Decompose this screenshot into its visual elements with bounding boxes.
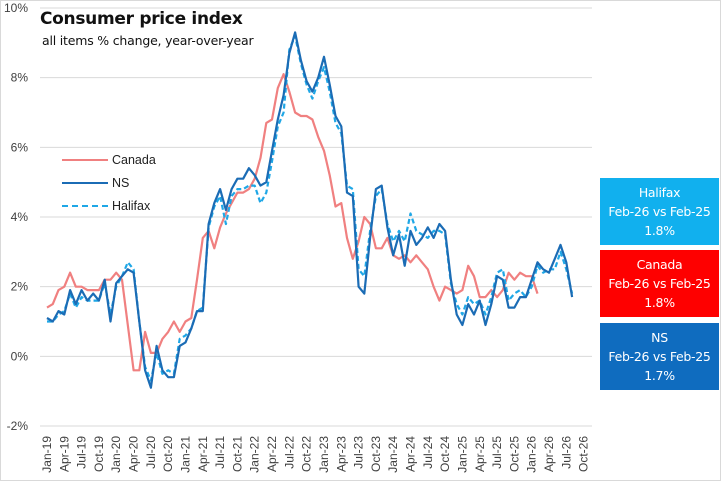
- x-axis-ticks: Jan-19 Apr-19 Jul-19 Oct-19 Jan-20 Apr-20 Jul-…: [40, 436, 591, 473]
- legend-item-ns: NS: [62, 171, 156, 194]
- x-tick-label: Jan-22: [248, 436, 262, 473]
- x-tick-label: Jul-25: [490, 436, 504, 469]
- callout-canada: Canada Feb-26 vs Feb-25 1.8%: [600, 250, 719, 317]
- y-tick-label: 2%: [11, 280, 29, 294]
- x-tick-label: Jan-25: [455, 436, 469, 473]
- callout-halifax-value: 1.8%: [644, 223, 675, 238]
- callout-ns-period: Feb-26 vs Feb-25: [608, 349, 711, 364]
- x-tick-label: Jul-24: [421, 436, 435, 469]
- x-tick-label: Apr-24: [404, 436, 418, 472]
- legend-label-halifax: Halifax: [112, 198, 151, 213]
- x-tick-label: Jul-20: [144, 436, 158, 469]
- series-lines: [46, 31, 574, 389]
- x-tick-label: Jul-23: [352, 436, 366, 469]
- legend-swatch-halifax: [62, 204, 108, 207]
- y-tick-label: 6%: [11, 140, 29, 154]
- x-tick-label: Oct-24: [438, 436, 452, 472]
- x-tick-label: Apr-25: [473, 436, 487, 472]
- x-tick-label: Apr-19: [57, 436, 71, 472]
- series-line-canada: [46, 73, 539, 372]
- x-tick-label: Apr-26: [542, 436, 556, 472]
- y-axis-ticks: -2% 0% 2% 4% 6% 8% 10%: [4, 1, 28, 433]
- chart-title: Consumer price index: [40, 9, 243, 29]
- legend-label-canada: Canada: [112, 152, 156, 167]
- x-tick-label: Jul-19: [75, 436, 89, 469]
- x-tick-label: Jul-26: [559, 436, 573, 469]
- y-tick-label: 4%: [11, 210, 29, 224]
- x-tick-label: Oct-20: [161, 436, 175, 472]
- y-tick-label: 0%: [11, 349, 29, 363]
- x-tick-label: Oct-23: [369, 436, 383, 472]
- chart-subtitle: all items % change, year-over-year: [42, 33, 254, 48]
- legend-swatch-canada: [62, 158, 108, 161]
- callout-halifax-name: Halifax: [638, 185, 681, 200]
- callout-canada-value: 1.8%: [644, 295, 675, 310]
- callout-canada-name: Canada: [636, 257, 683, 272]
- x-tick-label: Apr-21: [196, 436, 210, 472]
- callout-ns: NS Feb-26 vs Feb-25 1.7%: [600, 323, 719, 390]
- gridlines: [40, 7, 592, 427]
- y-tick-label: 10%: [4, 1, 28, 15]
- callout-halifax: Halifax Feb-26 vs Feb-25 1.8%: [600, 178, 719, 245]
- callout-canada-period: Feb-26 vs Feb-25: [608, 276, 711, 291]
- x-tick-label: Jul-21: [213, 436, 227, 469]
- x-tick-label: Apr-22: [265, 436, 279, 472]
- x-tick-label: Jan-24: [386, 436, 400, 473]
- x-tick-label: Oct-22: [300, 436, 314, 472]
- x-tick-label: Oct-21: [230, 436, 244, 472]
- x-tick-label: Jan-19: [40, 436, 54, 473]
- x-tick-label: Jan-23: [317, 436, 331, 473]
- y-tick-label: -2%: [7, 419, 29, 433]
- x-tick-label: Apr-20: [127, 436, 141, 472]
- x-tick-label: Jan-26: [525, 436, 539, 473]
- x-tick-label: Apr-23: [334, 436, 348, 472]
- chart-legend: Canada NS Halifax: [62, 148, 156, 217]
- legend-item-halifax: Halifax: [62, 194, 156, 217]
- x-tick-label: Oct-19: [92, 436, 106, 472]
- legend-label-ns: NS: [112, 175, 130, 190]
- series-line-ns: [46, 31, 574, 389]
- x-tick-label: Oct-25: [507, 436, 521, 472]
- legend-item-canada: Canada: [62, 148, 156, 171]
- callout-ns-value: 1.7%: [644, 368, 675, 383]
- legend-swatch-ns: [62, 181, 108, 184]
- callout-halifax-period: Feb-26 vs Feb-25: [608, 204, 711, 219]
- y-tick-label: 8%: [11, 71, 29, 85]
- x-tick-label: Oct-26: [577, 436, 591, 472]
- x-tick-label: Jan-20: [109, 436, 123, 473]
- callout-ns-name: NS: [651, 330, 668, 345]
- x-tick-label: Jan-21: [178, 436, 192, 473]
- x-tick-label: Jul-22: [282, 436, 296, 469]
